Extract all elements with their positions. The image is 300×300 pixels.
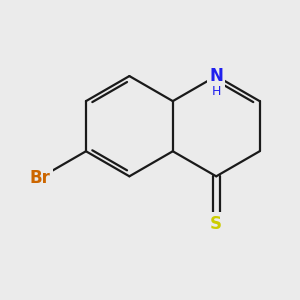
Text: S: S [210,215,222,233]
Text: N: N [209,67,223,85]
Text: Br: Br [30,169,51,187]
Text: H: H [212,85,221,98]
